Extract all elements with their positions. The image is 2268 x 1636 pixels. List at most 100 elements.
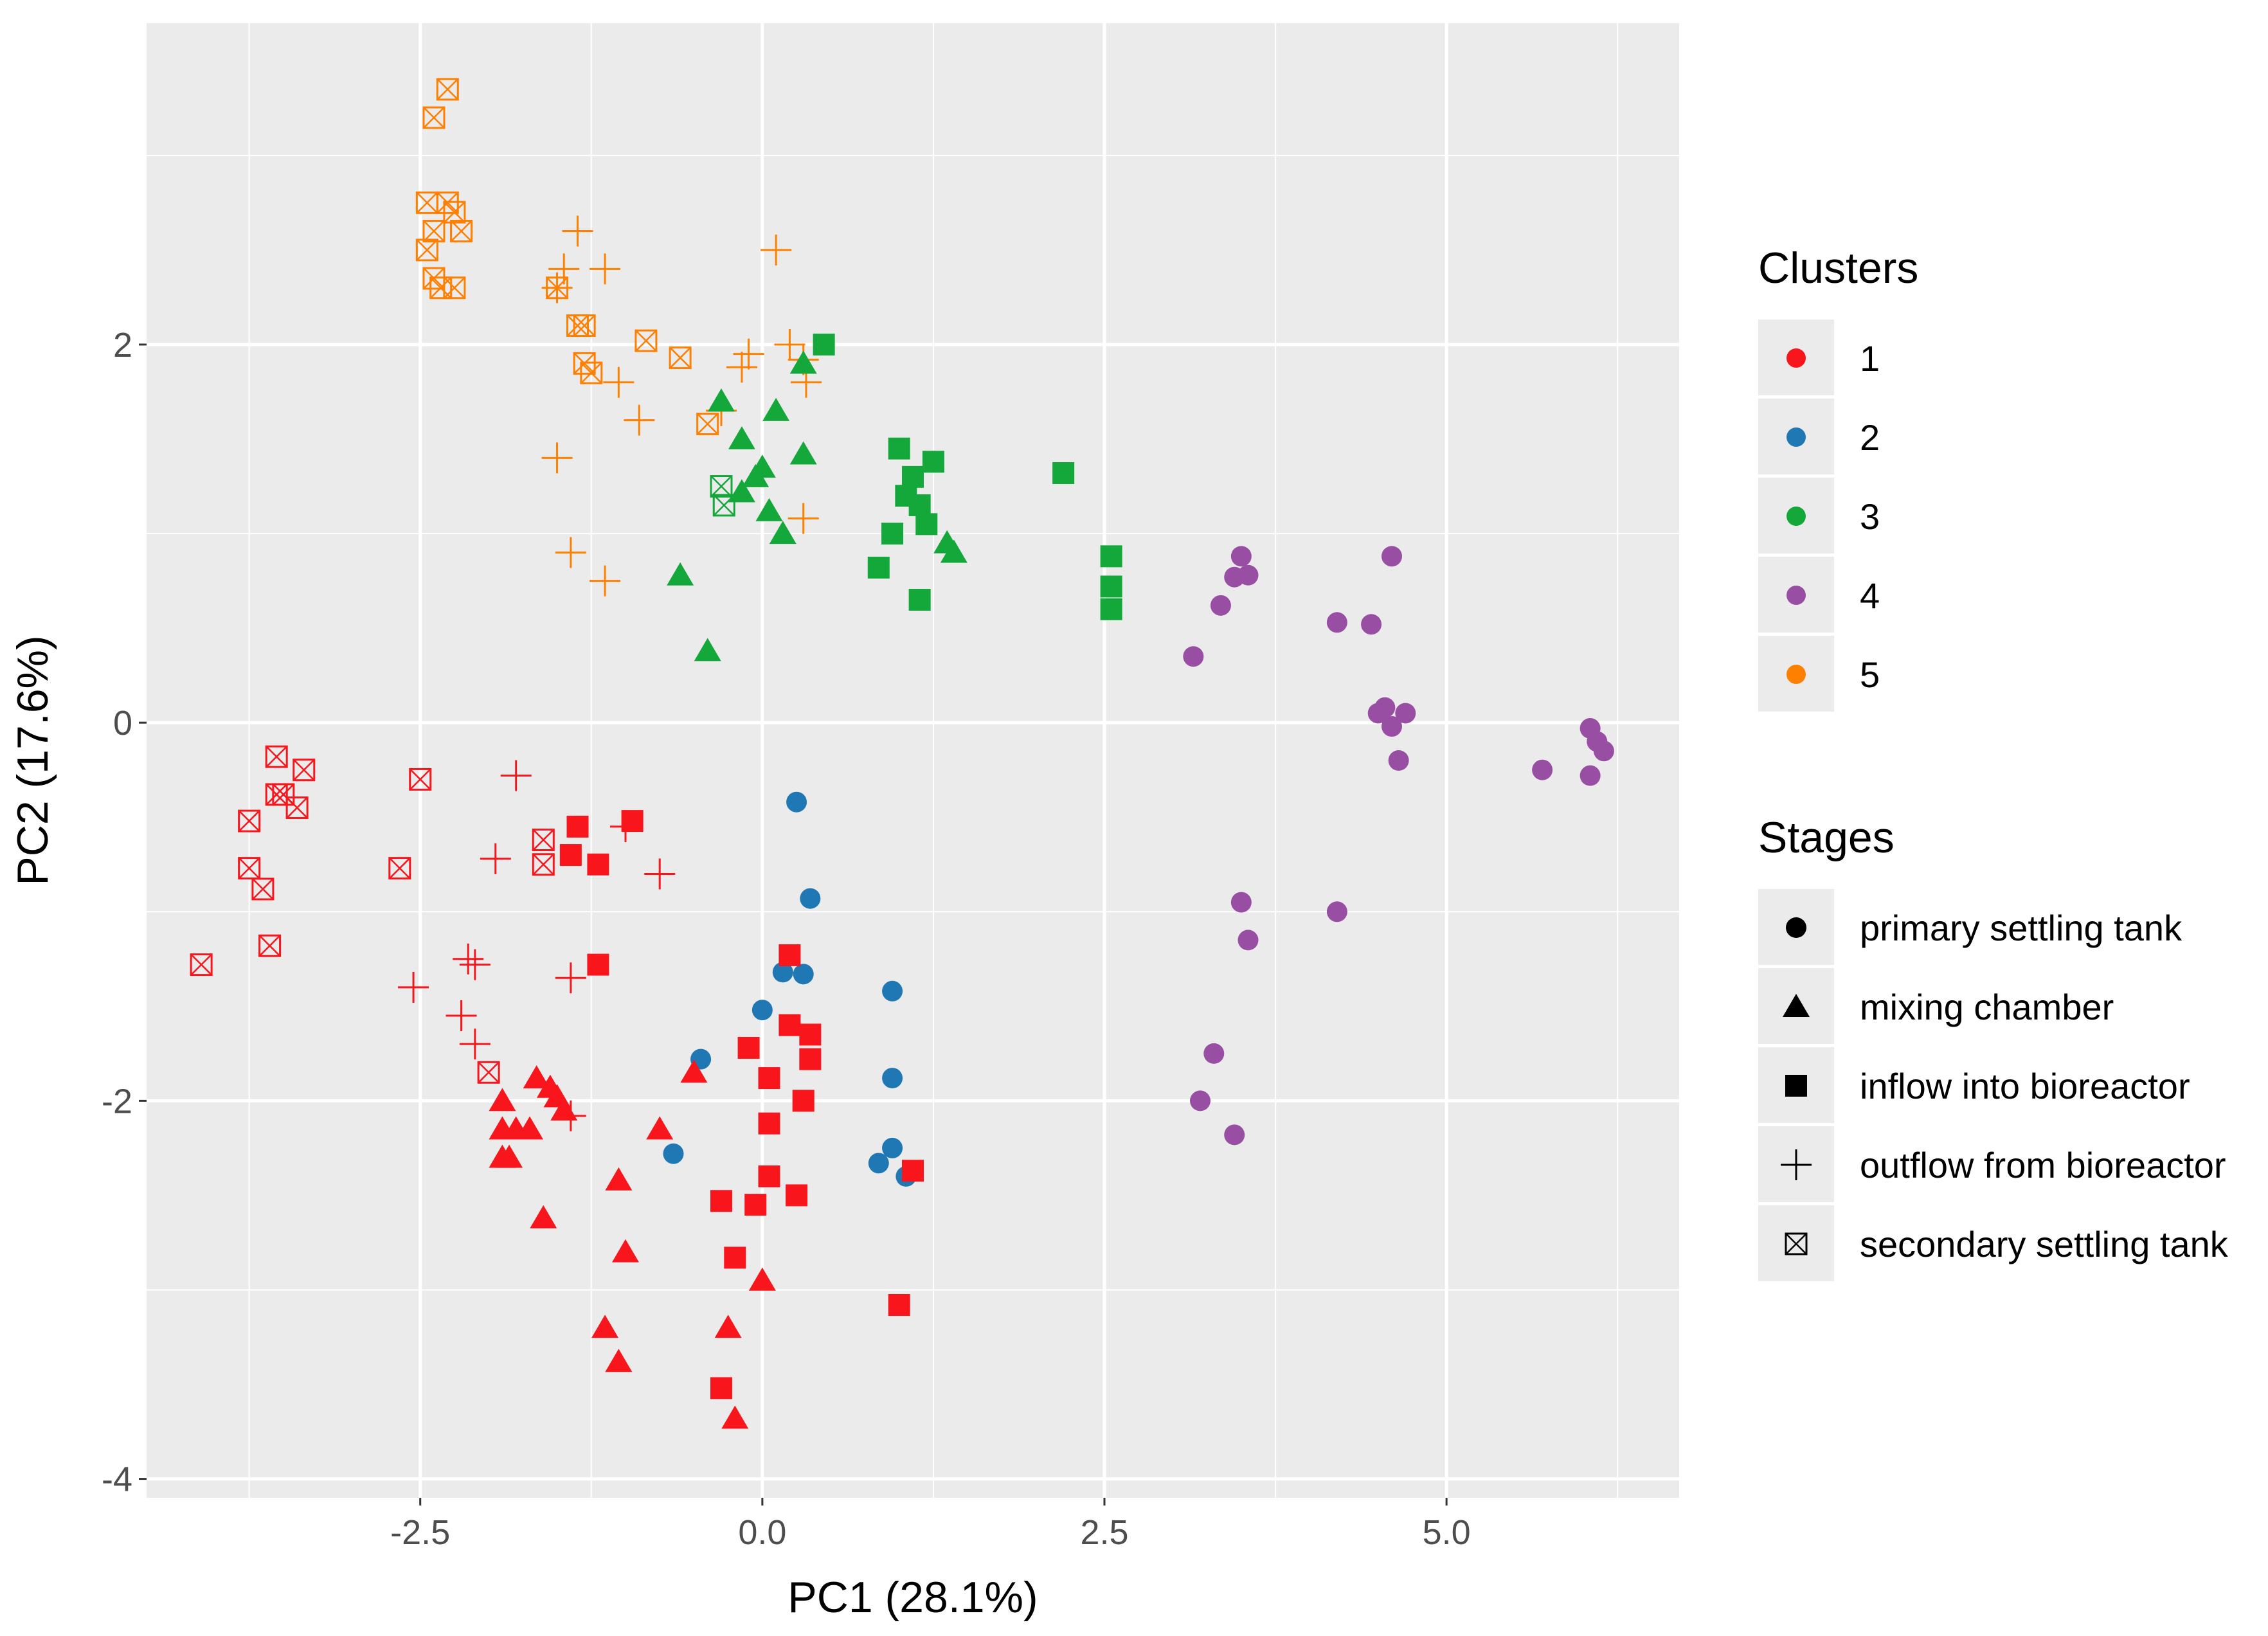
data-point [1388,750,1409,771]
data-point [1326,612,1347,633]
data-point [489,1088,516,1111]
cluster-legend-label: 4 [1860,575,1880,616]
data-point [1052,462,1075,484]
data-point [605,1167,633,1191]
data-point [1532,759,1553,780]
data-point [793,964,814,985]
data-point [566,815,589,838]
boxx-frame [422,106,446,129]
stage-legend-label: outflow from bioreactor [1860,1145,2226,1185]
data-point [762,397,790,421]
data-point [532,853,555,876]
data-point [1580,765,1601,786]
data-point [624,404,655,436]
data-point [922,451,944,473]
data-point [908,494,931,516]
boxx-diagonal [444,201,465,223]
data-point [238,857,261,880]
data-point [446,1000,477,1032]
boxx-frame [292,759,316,782]
boxx-diagonal [238,810,260,832]
boxx-frame [251,877,274,901]
data-point [459,1029,491,1060]
stage-legend-label: primary settling tank [1860,908,2182,948]
boxx-frame [436,78,459,101]
boxx-diagonal [423,107,445,129]
boxx-diagonal [444,276,465,299]
boxx-diagonal [258,935,281,957]
boxx-frame [532,829,555,852]
boxx-frame [477,1061,500,1084]
boxx-diagonal [388,857,411,879]
data-point [265,745,288,768]
data-point [555,962,586,994]
boxx-frame [272,783,295,806]
data-point [769,521,797,544]
data-point [644,858,676,890]
data-point [1210,595,1231,616]
data-point [610,811,641,842]
boxx-frame [409,768,432,791]
boxx-frame [710,475,733,498]
data-point [238,809,261,832]
data-point [868,1153,889,1174]
stages-legend: Stages primary settling tank mixing chamb… [1758,813,2229,1281]
boxx-frame [634,329,658,352]
boxx-frame [450,220,473,243]
data-point [680,1059,708,1083]
data-point [752,1000,773,1021]
stage-swatch [1786,917,1806,938]
data-point [882,1068,903,1089]
data-point [612,1239,639,1263]
data-point [548,253,580,285]
data-point [590,565,621,597]
cluster-legend-label: 2 [1860,417,1880,458]
data-point [799,1048,822,1070]
boxx-diagonal [1785,1233,1807,1255]
boxx-diagonal [416,192,438,214]
major-gridlines [147,23,1679,1498]
cluster-swatch [1787,586,1806,605]
data-point [555,537,586,568]
boxx-diagonal [580,362,602,384]
data-point [1238,930,1259,951]
stages-legend-title: Stages [1758,813,1895,862]
data-point [500,760,532,791]
boxx-diagonal [710,475,732,498]
data-point [867,557,890,579]
boxx-frame [712,494,735,517]
data-point [789,441,817,465]
data-point [882,1137,903,1158]
clusters-legend: Clusters 1 2 3 4 5 [1758,244,1918,712]
boxx-diagonal [190,953,213,976]
data-point [590,253,621,285]
data-point [902,465,924,488]
data-point [792,1090,815,1112]
boxx-diagonal [266,784,288,805]
y-tick-label: 0 [113,704,132,742]
data-point [443,276,466,300]
data-point [1203,1043,1225,1064]
x-tick-label: 5.0 [1423,1513,1471,1552]
boxx-frame [415,238,438,262]
data-point [888,437,910,460]
boxx-diagonal [696,413,719,435]
data-point [559,844,582,867]
data-point [422,220,446,243]
data-point [580,361,603,384]
data-point [779,1014,801,1036]
data-point [696,412,719,435]
x-tick-label: -2.5 [390,1513,450,1552]
data-point [436,78,459,101]
data-point [573,314,596,337]
data-point [758,1067,780,1090]
data-point [1367,703,1389,724]
data-point [799,1023,822,1046]
boxx-frame [285,796,309,820]
data-point [1190,1090,1210,1111]
data-point [744,1194,767,1216]
data-point [710,1377,732,1399]
data-point [605,1349,633,1372]
data-point [292,759,316,782]
data-point [667,562,694,586]
